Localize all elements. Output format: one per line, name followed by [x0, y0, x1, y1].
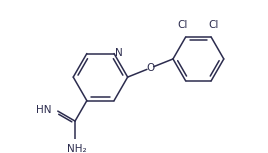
Text: Cl: Cl — [178, 20, 188, 30]
Text: N: N — [115, 48, 122, 58]
Text: Cl: Cl — [209, 20, 219, 30]
Text: NH₂: NH₂ — [67, 144, 87, 153]
Text: HN: HN — [36, 105, 51, 115]
Text: O: O — [146, 63, 154, 73]
